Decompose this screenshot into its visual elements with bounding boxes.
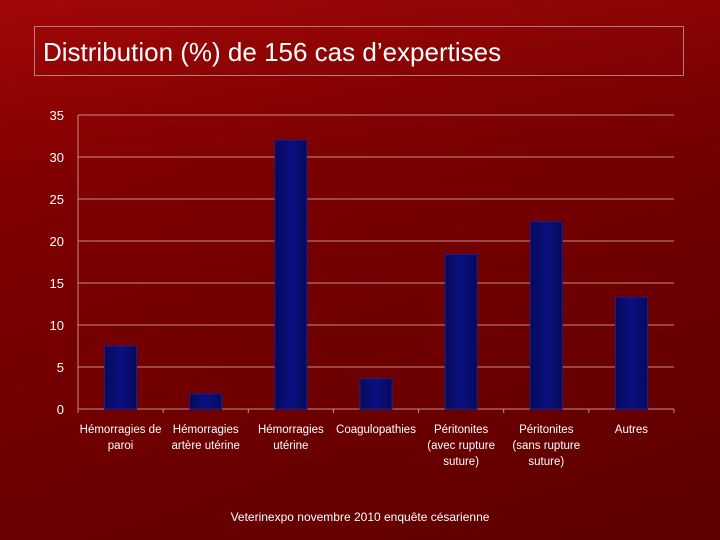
y-tick-label: 20: [50, 234, 64, 249]
bar: [359, 378, 393, 410]
y-tick-label: 0: [57, 402, 64, 417]
x-tick-label-line: suture): [528, 456, 564, 468]
x-tick-label: Hémorragies de paroi: [80, 424, 162, 452]
x-tick-label: Hémorragies artère utérine: [172, 424, 240, 452]
bar: [104, 345, 138, 410]
title-frame: Distribution (%) de 156 cas d’expertises: [34, 26, 684, 76]
x-tick-label-line: Péritonites: [519, 424, 574, 436]
slide-footer: Veterinexpo novembre 2010 enquête césari…: [230, 510, 490, 524]
bar: [614, 296, 648, 410]
x-tick-label-line: artère utérine: [172, 440, 240, 452]
y-tick-label: 15: [50, 276, 64, 291]
x-tick-label-line: paroi: [108, 440, 134, 452]
x-tick-label-line: Coagulopathies: [336, 424, 416, 436]
x-tick-label: Coagulopathies: [336, 424, 416, 436]
y-tick-label: 10: [50, 318, 64, 333]
x-tick-label-line: Hémorragies de: [80, 424, 162, 436]
x-tick-label-line: Péritonites: [434, 424, 489, 436]
x-tick-label-line: utérine: [273, 440, 308, 452]
x-tick-label: Hémorragies utérine: [258, 424, 324, 452]
bar: [444, 253, 478, 410]
x-tick-label: Autres: [615, 424, 648, 436]
x-tick-label-line: Hémorragies: [173, 424, 239, 436]
y-tick-label: 30: [50, 150, 64, 165]
bar: [274, 139, 308, 410]
x-tick-label-line: Hémorragies: [258, 424, 324, 436]
x-tick-label-line: Autres: [615, 424, 648, 436]
bar: [189, 393, 223, 410]
y-tick-label: 25: [50, 192, 64, 207]
x-tick-label: Péritonites (sans rupture suture): [512, 424, 580, 468]
x-tick-label: Péritonites (avec rupture suture): [427, 424, 495, 468]
slide-title: Distribution (%) de 156 cas d’expertises: [43, 37, 502, 67]
y-tick-label: 5: [57, 360, 64, 375]
bar: [529, 221, 563, 410]
x-tick-label-line: (avec rupture: [427, 440, 495, 452]
x-tick-label-line: (sans rupture: [512, 440, 580, 452]
y-tick-label: 35: [50, 108, 64, 123]
x-tick-label-line: suture): [443, 456, 479, 468]
